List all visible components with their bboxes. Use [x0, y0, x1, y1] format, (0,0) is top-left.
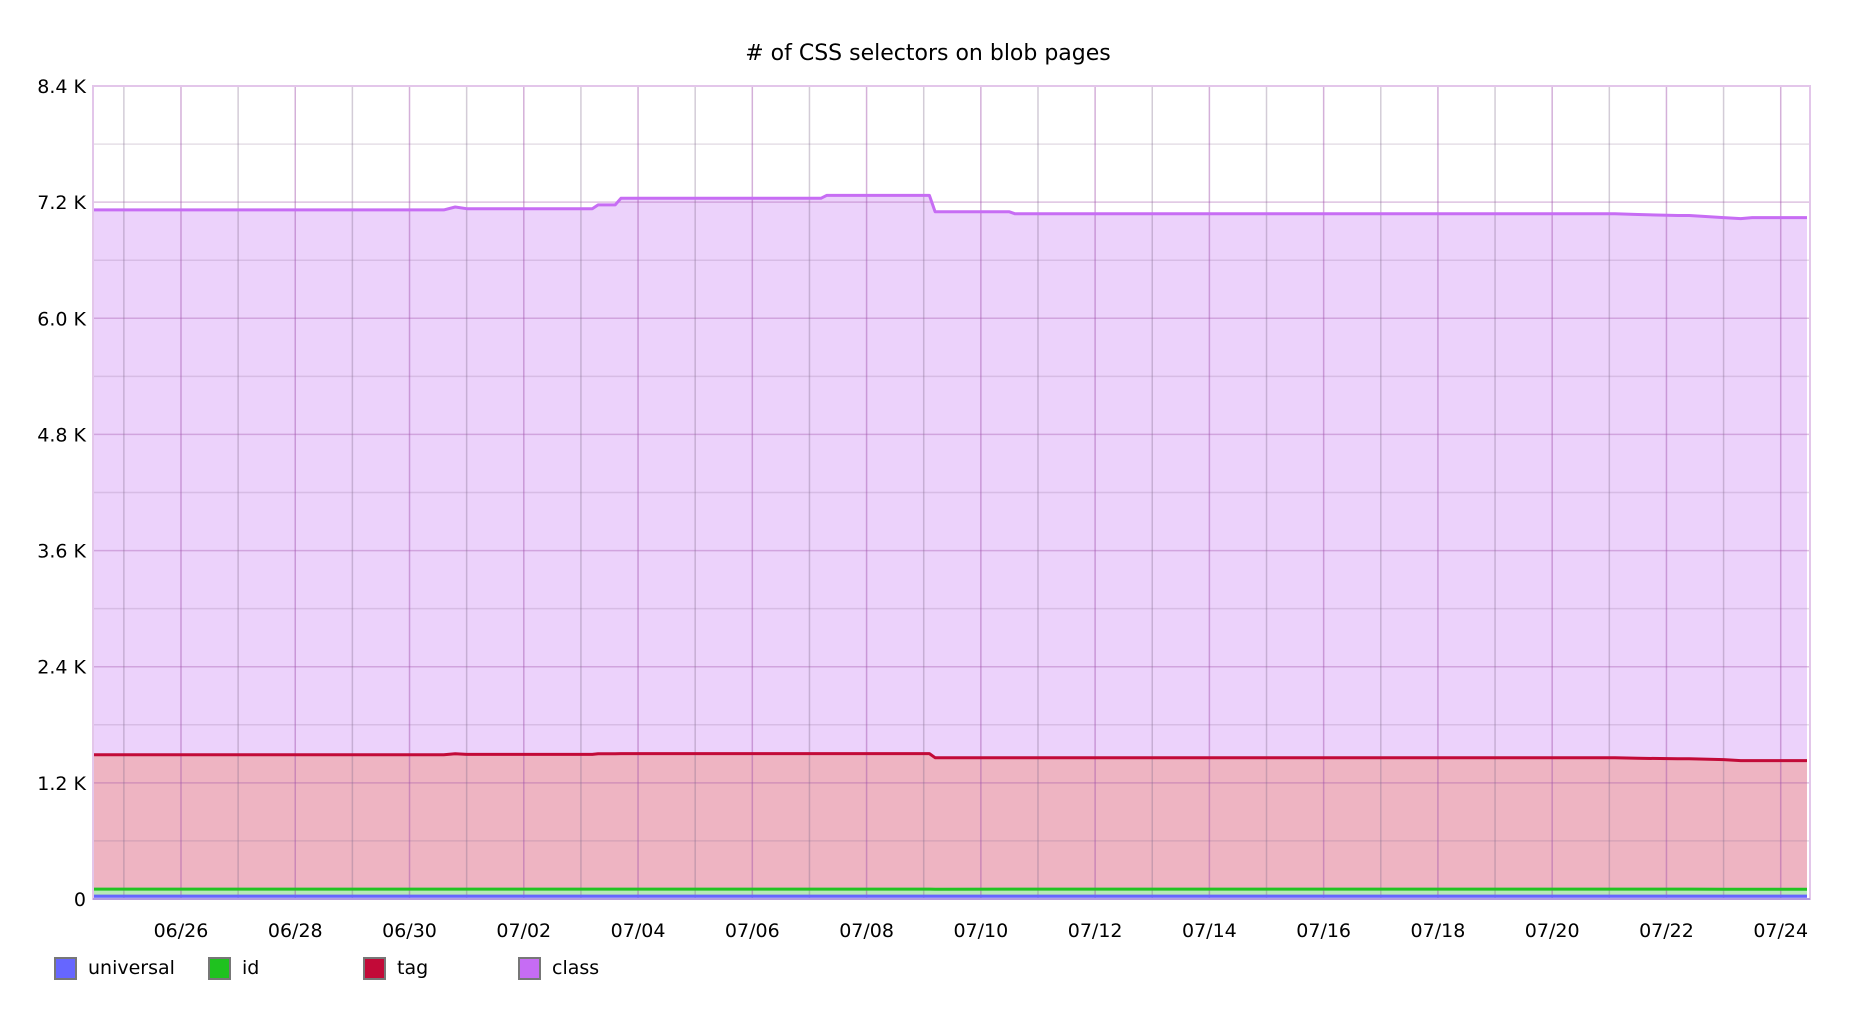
legend-item-class[interactable]: class — [518, 956, 600, 980]
x-tick-label: 07/10 — [953, 920, 1008, 942]
gridlines — [93, 85, 1810, 900]
plot-frame — [92, 85, 1811, 900]
x-tick-label: 07/12 — [1068, 920, 1123, 942]
x-tick-label: 07/14 — [1182, 920, 1237, 942]
line-tag — [93, 752, 1807, 763]
y-tick-label: 2.4 K — [37, 657, 86, 679]
line-class — [93, 193, 1807, 221]
y-tick-label: 4.8 K — [37, 424, 86, 446]
legend-swatch-class — [518, 956, 541, 980]
x-tick-label: 06/28 — [268, 920, 323, 942]
series-areas — [93, 195, 1807, 899]
y-tick-label: 1.2 K — [37, 773, 86, 795]
x-axis-labels: 06/26 06/28 06/30 07/02 07/04 07/06 07/08 07/10… — [154, 920, 1808, 942]
legend-item-id[interactable]: id — [208, 956, 260, 980]
area-class — [93, 195, 1807, 761]
y-tick-label: 3.6 K — [37, 541, 86, 563]
legend-label: universal — [88, 957, 175, 979]
x-tick-label: 06/26 — [154, 920, 209, 942]
x-tick-label: 07/06 — [725, 920, 780, 942]
x-tick-label: 07/18 — [1411, 920, 1466, 942]
legend-label: class — [552, 957, 600, 979]
y-tick-label: 6.0 K — [37, 308, 86, 330]
x-tick-label: 07/16 — [1296, 920, 1351, 942]
y-tick-label: 0 — [74, 889, 86, 911]
x-tick-label: 07/04 — [611, 920, 666, 942]
legend-swatch-tag — [363, 956, 386, 980]
x-tick-label: 07/22 — [1639, 920, 1694, 942]
area-tag — [93, 753, 1807, 890]
legend-label: tag — [397, 957, 429, 979]
legend-swatch-universal — [54, 956, 77, 980]
legend-item-tag[interactable]: tag — [363, 956, 429, 980]
x-tick-label: 07/02 — [496, 920, 551, 942]
y-tick-label: 8.4 K — [37, 76, 86, 98]
y-tick-label: 7.2 K — [37, 192, 86, 214]
x-tick-label: 07/08 — [839, 920, 894, 942]
x-tick-label: 07/24 — [1753, 920, 1808, 942]
series-lines — [93, 193, 1807, 898]
chart-title: # of CSS selectors on blob pages — [745, 41, 1111, 66]
legend-item-universal[interactable]: universal — [54, 956, 175, 980]
y-axis-labels: 0 1.2 K 2.4 K 3.6 K 4.8 K 6.0 K 7.2 K 8.4 K — [37, 76, 86, 911]
legend-label: id — [242, 957, 260, 979]
x-tick-label: 07/20 — [1525, 920, 1580, 942]
x-tick-label: 06/30 — [382, 920, 437, 942]
legend-swatch-id — [208, 956, 231, 980]
area-id — [93, 889, 1807, 897]
